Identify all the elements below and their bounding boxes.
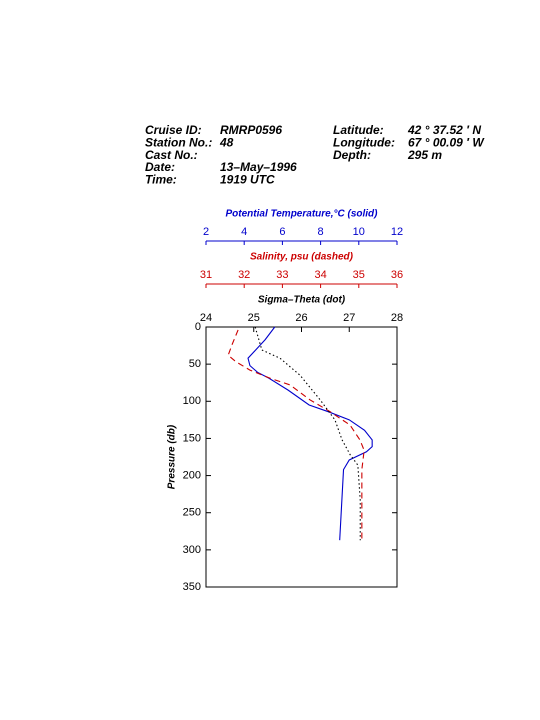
header-label: Cruise ID: bbox=[145, 123, 202, 137]
header-value: 48 bbox=[219, 135, 234, 149]
x-tick-label: 34 bbox=[314, 269, 326, 281]
y-tick-label: 300 bbox=[183, 544, 201, 556]
y-tick-label: 200 bbox=[183, 469, 201, 481]
x-tick-label: 2 bbox=[203, 226, 209, 238]
header-label: Time: bbox=[145, 172, 177, 186]
x-tick-label: 35 bbox=[353, 269, 365, 281]
header-value: 13–May–1996 bbox=[220, 160, 297, 174]
x-tick-label: 36 bbox=[391, 269, 403, 281]
header-label: Latitude: bbox=[333, 123, 384, 137]
header-label: Station No.: bbox=[145, 135, 212, 149]
x-tick-label: 31 bbox=[200, 269, 212, 281]
x-tick-label: 10 bbox=[353, 226, 365, 238]
header-value: 295 m bbox=[407, 148, 442, 162]
header-value: 67 ° 00.09 ′ W bbox=[408, 135, 485, 149]
header-label: Longitude: bbox=[333, 135, 395, 149]
header-label: Cast No.: bbox=[145, 148, 198, 162]
header-label: Date: bbox=[145, 160, 175, 174]
header-label: Depth: bbox=[333, 148, 371, 162]
header-value: 1919 UTC bbox=[220, 172, 275, 186]
x-tick-label: 26 bbox=[295, 312, 307, 324]
plot-frame bbox=[205, 326, 398, 588]
x-tick-label: 24 bbox=[200, 312, 212, 324]
x-tick-label: 28 bbox=[391, 312, 403, 324]
profile-line bbox=[227, 329, 365, 541]
x-tick-label: 25 bbox=[248, 312, 260, 324]
y-axis-title: Pressure (db) bbox=[167, 424, 178, 489]
y-tick-label: 0 bbox=[195, 321, 201, 333]
header-value: RMRP0596 bbox=[220, 123, 282, 137]
axis-title: Potential Temperature,°C (solid) bbox=[226, 209, 379, 220]
profile-line bbox=[247, 326, 373, 541]
x-tick-label: 12 bbox=[391, 226, 403, 238]
x-tick-label: 8 bbox=[318, 226, 324, 238]
x-tick-label: 27 bbox=[343, 312, 355, 324]
x-tick-label: 4 bbox=[241, 226, 247, 238]
axis-title: Salinity, psu (dashed) bbox=[250, 252, 354, 263]
header-value: 42 ° 37.52 ′ N bbox=[407, 123, 481, 137]
x-tick-label: 32 bbox=[238, 269, 250, 281]
axis-title: Sigma–Theta (dot) bbox=[258, 295, 346, 306]
y-tick-label: 50 bbox=[189, 358, 201, 370]
y-tick-label: 100 bbox=[183, 395, 201, 407]
x-tick-label: 33 bbox=[276, 269, 288, 281]
y-tick-label: 350 bbox=[183, 581, 201, 593]
profile-line bbox=[254, 326, 361, 541]
y-tick-label: 250 bbox=[183, 507, 201, 519]
x-tick-label: 6 bbox=[279, 226, 285, 238]
y-tick-label: 150 bbox=[183, 432, 201, 444]
